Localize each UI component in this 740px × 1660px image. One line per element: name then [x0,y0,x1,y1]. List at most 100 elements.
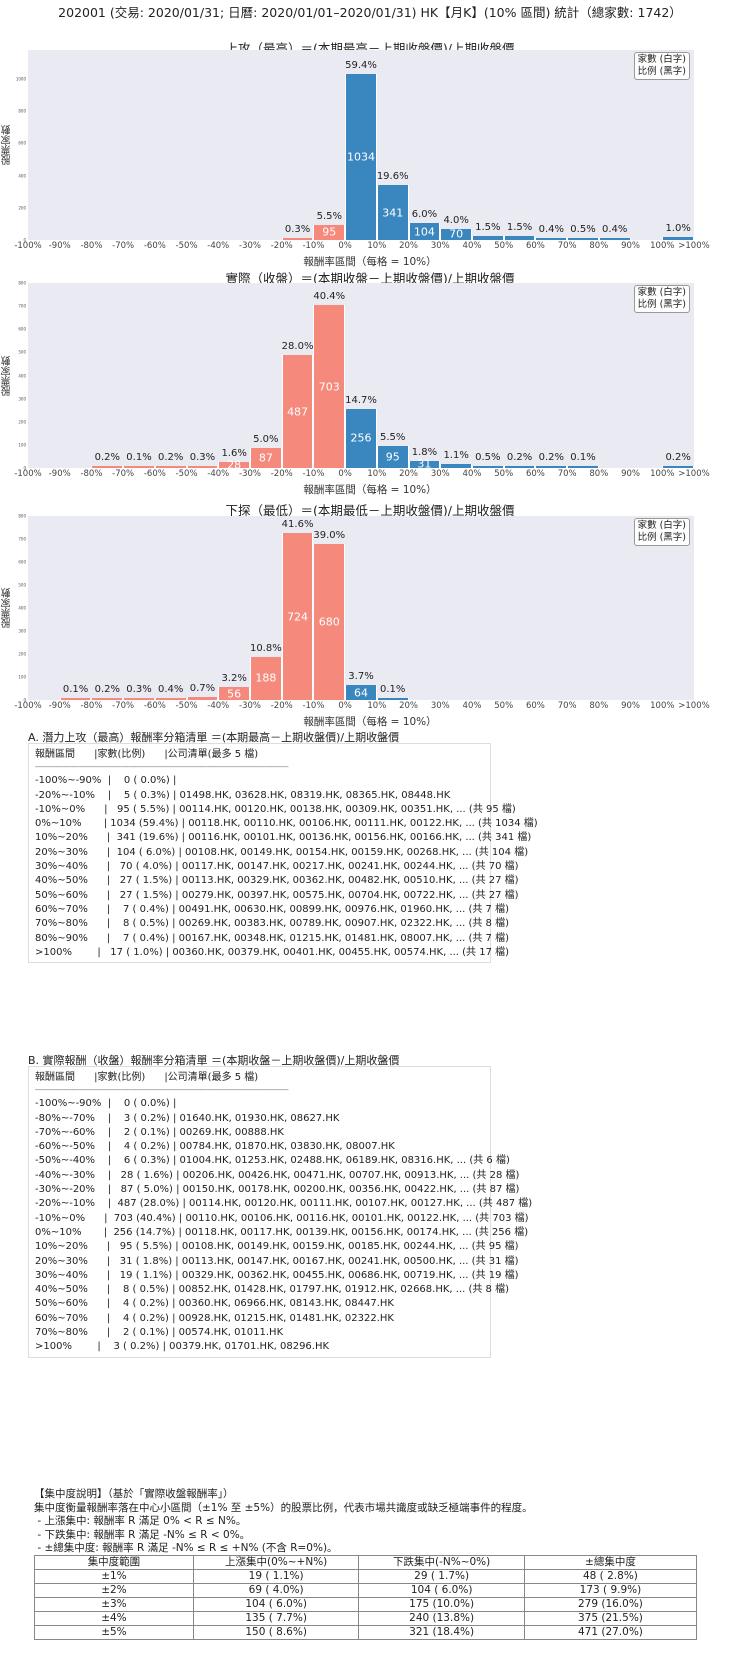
cell: 104 ( 6.0%) [192,1597,360,1612]
list-item: -40%~-30% | 28 ( 1.6%) | 00206.HK, 00426… [35,1169,520,1181]
y-tick: 800 [18,513,26,519]
x-tick: -100% [14,469,42,479]
percent-label: 5.0% [253,433,279,445]
x-tick: -70% [112,241,135,251]
col-down: 下跌集中(-N%~0%) [358,1555,525,1570]
x-tick: 20% [399,241,419,251]
x-tick: 70% [557,701,577,711]
histogram-bar [59,698,92,700]
histogram-bar [281,355,314,468]
x-tick: >100% [678,241,710,251]
list-item: >100% | 17 ( 1.0%) | 00360.HK, 00379.HK,… [35,946,510,958]
percent-label: 0.3% [189,452,216,463]
count-label: 680 [318,615,340,629]
histogram-bar [376,185,409,240]
percent-label: 59.4% [345,59,377,71]
y-tick: 400 [18,173,26,179]
x-tick: 70% [557,241,577,251]
y-tick: 600 [18,140,26,146]
percent-label: 14.7% [345,394,377,406]
y-tick: 500 [18,582,26,588]
histogram-bar [567,238,599,240]
histogram-bar [313,224,346,240]
y-tick: 0 [23,237,26,243]
x-tick: 40% [462,701,482,711]
chart-high: 上攻（最高）＝(本期最高－上期收盤價)/上期收盤價 股票家數 0 200 400 600 8… [0,0,740,280]
list-item: 10%~20% | 95 ( 5.5%) | 00108.HK, 00149.H… [35,1241,519,1253]
x-tick: -30% [239,241,261,251]
percent-label: 0.4% [538,224,564,235]
list-item: 20%~30% | 31 ( 1.8%) | 00113.HK, 00147.H… [35,1255,519,1267]
list-item: -20%~-10% | 5 ( 0.3%) | 01498.HK, 03628.… [35,789,451,801]
percent-label: 1.5% [506,221,533,233]
chart-title: 實際（收盤）＝(本期收盤－上期收盤價)/上期收盤價 [225,271,515,286]
x-tick: 60% [525,241,545,251]
x-tick: 90% [621,701,641,711]
y-tick: 600 [18,559,26,565]
chart-low: 下探（最低）＝(本期最低－上期收盤價)/上期收盤價 股票家數 0 100 200 300 4… [0,0,740,760]
x-tick: 0% [338,469,352,479]
list-item: -70%~-60% | 2 ( 0.1%) | 00269.HK, 00888.… [35,1126,284,1138]
percent-label: 0.5% [475,452,501,463]
list-item: -60%~-50% | 4 ( 0.2%) | 00784.HK, 01870.… [35,1141,395,1153]
x-tick: 60% [525,701,545,711]
list-item: 50%~60% | 4 ( 0.2%) | 00360.HK, 06966.HK… [35,1298,394,1310]
y-tick: 400 [18,373,26,378]
x-tick: -90% [48,701,71,711]
col-up: 上漲集中(0%~+N%) [192,1555,360,1570]
count-label: 724 [287,610,309,624]
x-tick: -50% [175,469,198,479]
x-tick: -70% [112,701,135,711]
cell: ±1% [34,1569,194,1584]
table-row: ±1% 19 ( 1.1%) 29 ( 1.7%) 48 ( 2.8%) [34,1569,698,1584]
x-tick: 80% [589,241,609,251]
percent-label: 1.8% [411,446,438,458]
list-item: 0%~10% | 256 (14.7%) | 00118.HK, 00117.H… [35,1226,529,1238]
concentration-heading: 【集中度說明】（基於「實際收盤報酬率」） [34,1488,234,1500]
list-item: >100% | 3 ( 0.2%) | 00379.HK, 01701.HK, … [35,1341,330,1353]
list-a-rows: -100%~-90% | 0 ( 0.0%) | -20%~-10% | 5 ( … [35,774,538,960]
histogram-bar [598,238,631,240]
legend-count: 家數 (白字) [637,520,686,531]
percent-label: 0.2% [94,452,120,463]
percent-label: 19.6% [376,171,409,183]
percent-label: 1.0% [665,223,691,235]
list-a-header: 報酬區間 |家數(比例) |公司清單(最多 5 檔) [35,749,259,760]
list-item: 80%~90% | 7 ( 0.4%) | 00167.HK, 00348.HK… [35,932,510,944]
histogram-bar [345,73,377,240]
x-tick: -60% [143,469,166,479]
col-range: 集中度範圍 [34,1555,194,1570]
y-tick: 0 [23,465,26,471]
concentration-table-header: 集中度範圍 上漲集中(0%~+N%) 下跌集中(-N%~0%) ±總集中度 [34,1555,698,1570]
x-tick: -30% [239,469,261,479]
histogram-bar [123,466,155,468]
x-tick: 90% [621,241,641,251]
x-tick: 0% [338,701,352,711]
y-tick: 700 [18,303,26,309]
histogram-bar [345,408,377,468]
y-tick: 300 [18,628,26,634]
cell: 104 ( 6.0%) [358,1583,525,1598]
x-axis-label: 報酬率區間（每格 = 10%） [303,256,437,268]
list-a-separator: ----------------------------------------… [35,763,289,772]
list-item: 30%~40% | 70 ( 4.0%) | 00117.HK, 00147.H… [35,861,519,873]
cell: ±4% [34,1611,194,1626]
percent-label: 0.2% [158,452,184,463]
list-item: -50%~-40% | 6 ( 0.3%) | 01004.HK, 01253.… [35,1155,510,1167]
percent-label: 6.0% [411,209,438,221]
count-label: 56 [227,687,242,701]
table-row: ±5% 150 ( 8.6%) 321 (18.4%) 471 (27.0%) [34,1625,698,1640]
count-label: 64 [354,686,368,700]
list-item: 60%~70% | 7 ( 0.4%) | 00491.HK, 00630.HK… [35,903,510,915]
percent-label: 41.6% [281,519,314,531]
x-tick: 30% [430,469,450,479]
list-item: 10%~20% | 341 (19.6%) | 00116.HK, 00101.… [35,832,532,844]
percent-label: 0.2% [506,452,533,463]
x-tick: -60% [143,701,166,711]
percent-label: 0.1% [126,452,152,463]
percent-label: 10.8% [249,642,282,654]
histogram-bar [408,223,441,240]
x-tick: -10% [302,469,325,479]
histogram-bar [313,543,346,700]
y-tick: 500 [18,349,26,355]
